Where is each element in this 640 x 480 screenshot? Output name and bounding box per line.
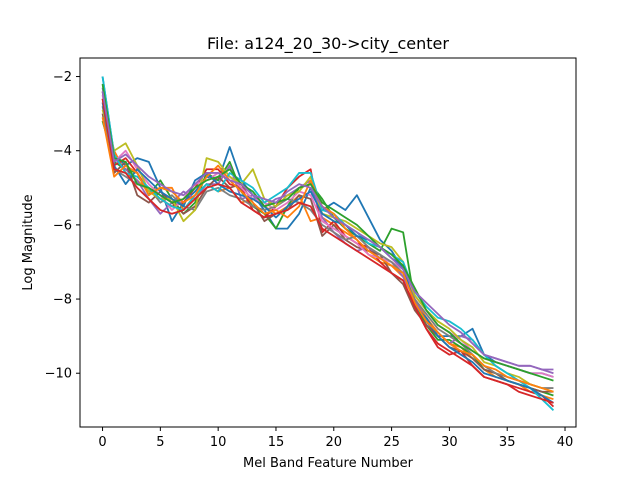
series-line-3 bbox=[101, 120, 554, 397]
series-group bbox=[101, 76, 555, 411]
x-tick-label: 0 bbox=[98, 435, 106, 450]
x-tick-label: 30 bbox=[441, 435, 458, 450]
y-tick-label: −10 bbox=[45, 367, 72, 382]
series-line-14 bbox=[101, 98, 554, 404]
x-tick-label: 15 bbox=[268, 435, 285, 450]
plot-area bbox=[101, 76, 555, 411]
x-axis-ticks: 0 5 10 15 20 25 30 35 40 bbox=[98, 427, 573, 450]
y-tick-label: −8 bbox=[53, 293, 72, 308]
series-line-15 bbox=[101, 91, 554, 371]
series-line-11 bbox=[101, 102, 554, 404]
chart-title: File: a124_20_30->city_center bbox=[207, 34, 449, 54]
x-tick-label: 20 bbox=[326, 435, 343, 450]
x-tick-label: 5 bbox=[156, 435, 164, 450]
x-tick-label: 10 bbox=[210, 435, 227, 450]
x-tick-label: 35 bbox=[499, 435, 516, 450]
y-tick-label: −6 bbox=[53, 218, 72, 233]
axes-frame bbox=[79, 57, 577, 428]
x-tick-label: 25 bbox=[383, 435, 400, 450]
series-line-13 bbox=[101, 83, 554, 382]
y-axis-label: Log Magnitude bbox=[21, 194, 36, 290]
series-line-12 bbox=[101, 117, 554, 393]
y-tick-label: −2 bbox=[53, 70, 72, 85]
x-axis-label: Mel Band Feature Number bbox=[243, 456, 414, 471]
y-axis-ticks: −10 −8 −6 −4 −2 bbox=[45, 70, 80, 382]
x-tick-label: 40 bbox=[557, 435, 574, 450]
y-tick-label: −4 bbox=[53, 144, 72, 159]
